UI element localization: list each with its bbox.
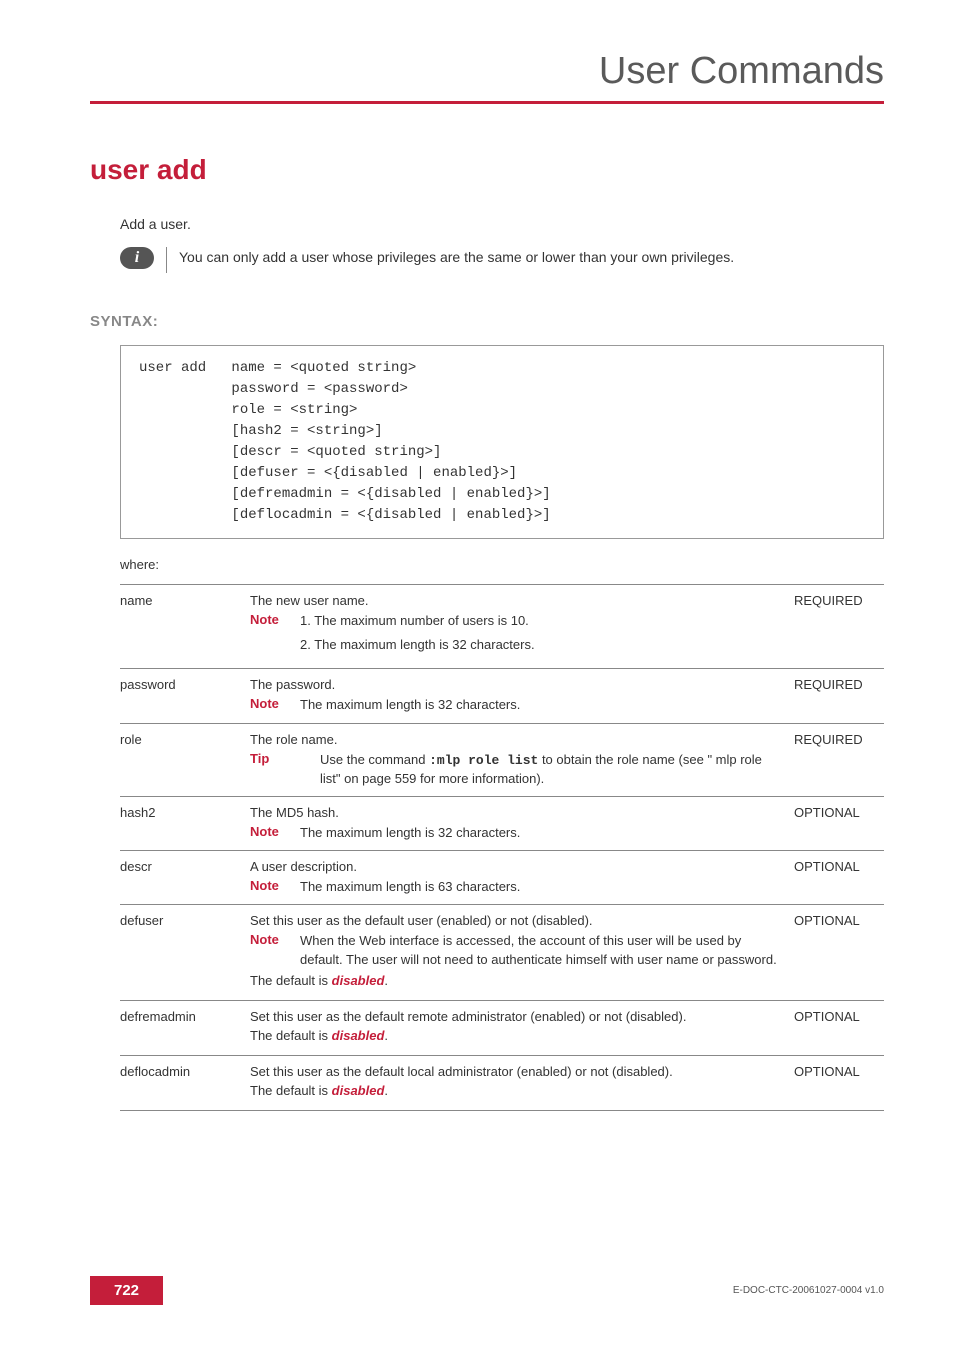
param-note: Note The maximum length is 32 characters… xyxy=(250,696,784,714)
note-text: When the Web interface is accessed, the … xyxy=(300,932,784,968)
param-required: OPTIONAL xyxy=(794,1055,884,1110)
param-note: Note 1. The maximum number of users is 1… xyxy=(250,612,784,660)
info-divider xyxy=(166,247,167,273)
param-required: OPTIONAL xyxy=(794,796,884,850)
param-name: descr xyxy=(120,851,250,905)
param-required: OPTIONAL xyxy=(794,851,884,905)
intro-text: Add a user. xyxy=(120,216,884,232)
table-row: descr A user description. Note The maxim… xyxy=(120,851,884,905)
param-desc-text: A user description. xyxy=(250,859,784,874)
note-label: Note xyxy=(250,878,288,896)
note-label: Note xyxy=(250,824,288,842)
note-text: The maximum length is 63 characters. xyxy=(300,878,784,896)
tip-text: Use the command :mlp role list to obtain… xyxy=(320,751,784,788)
tip-label: Tip xyxy=(250,751,308,788)
param-name: hash2 xyxy=(120,796,250,850)
param-name: name xyxy=(120,585,250,669)
note-text: The maximum length is 32 characters. xyxy=(300,696,784,714)
param-note: Note The maximum length is 32 characters… xyxy=(250,824,784,842)
param-default: The default is disabled. xyxy=(250,1083,784,1098)
param-required: OPTIONAL xyxy=(794,905,884,1000)
param-desc: The role name. Tip Use the command :mlp … xyxy=(250,723,794,796)
table-row: password The password. Note The maximum … xyxy=(120,669,884,723)
param-tip: Tip Use the command :mlp role list to ob… xyxy=(250,751,784,788)
param-desc: Set this user as the default local admin… xyxy=(250,1055,794,1110)
param-desc-text: Set this user as the default local admin… xyxy=(250,1064,784,1079)
header-title: User Commands xyxy=(90,50,884,101)
note-label: Note xyxy=(250,612,288,660)
param-desc: Set this user as the default user (enabl… xyxy=(250,905,794,1000)
info-note: i You can only add a user whose privileg… xyxy=(120,247,884,273)
param-desc-text: The new user name. xyxy=(250,593,784,608)
param-name: defremadmin xyxy=(120,1000,250,1055)
note-text: The maximum length is 32 characters. xyxy=(300,824,784,842)
table-row: name The new user name. Note 1. The maxi… xyxy=(120,585,884,669)
param-name: deflocadmin xyxy=(120,1055,250,1110)
where-label: where: xyxy=(120,557,884,572)
param-name: defuser xyxy=(120,905,250,1000)
parameters-table: name The new user name. Note 1. The maxi… xyxy=(120,584,884,1111)
header-rule xyxy=(90,101,884,104)
table-row: deflocadmin Set this user as the default… xyxy=(120,1055,884,1110)
table-row: defremadmin Set this user as the default… xyxy=(120,1000,884,1055)
param-note: Note The maximum length is 63 characters… xyxy=(250,878,784,896)
param-default: The default is disabled. xyxy=(250,1028,784,1043)
section-title: user add xyxy=(90,154,884,186)
param-desc: The MD5 hash. Note The maximum length is… xyxy=(250,796,794,850)
param-desc: The password. Note The maximum length is… xyxy=(250,669,794,723)
param-desc-text: The role name. xyxy=(250,732,784,747)
info-icon: i xyxy=(120,247,154,269)
info-note-text: You can only add a user whose privileges… xyxy=(179,247,734,265)
syntax-heading: SYNTAX: xyxy=(90,313,884,330)
page-number: 722 xyxy=(90,1276,163,1305)
param-required: REQUIRED xyxy=(794,585,884,669)
syntax-code-block: user add name = <quoted string> password… xyxy=(120,345,884,539)
param-desc-text: Set this user as the default user (enabl… xyxy=(250,913,784,928)
note-label: Note xyxy=(250,932,288,968)
param-desc-text: The password. xyxy=(250,677,784,692)
param-required: REQUIRED xyxy=(794,723,884,796)
param-desc: The new user name. Note 1. The maximum n… xyxy=(250,585,794,669)
note-text: 1. The maximum number of users is 10. 2.… xyxy=(300,612,784,660)
param-default: The default is disabled. xyxy=(250,973,784,988)
param-desc: Set this user as the default remote admi… xyxy=(250,1000,794,1055)
param-required: OPTIONAL xyxy=(794,1000,884,1055)
param-name: password xyxy=(120,669,250,723)
param-note: Note When the Web interface is accessed,… xyxy=(250,932,784,968)
page-footer: 722 E-DOC-CTC-20061027-0004 v1.0 xyxy=(90,1276,884,1305)
table-row: defuser Set this user as the default use… xyxy=(120,905,884,1000)
param-required: REQUIRED xyxy=(794,669,884,723)
document-id: E-DOC-CTC-20061027-0004 v1.0 xyxy=(733,1285,884,1296)
table-row: role The role name. Tip Use the command … xyxy=(120,723,884,796)
table-row: hash2 The MD5 hash. Note The maximum len… xyxy=(120,796,884,850)
param-name: role xyxy=(120,723,250,796)
param-desc: A user description. Note The maximum len… xyxy=(250,851,794,905)
param-desc-text: Set this user as the default remote admi… xyxy=(250,1009,784,1024)
param-desc-text: The MD5 hash. xyxy=(250,805,784,820)
note-label: Note xyxy=(250,696,288,714)
